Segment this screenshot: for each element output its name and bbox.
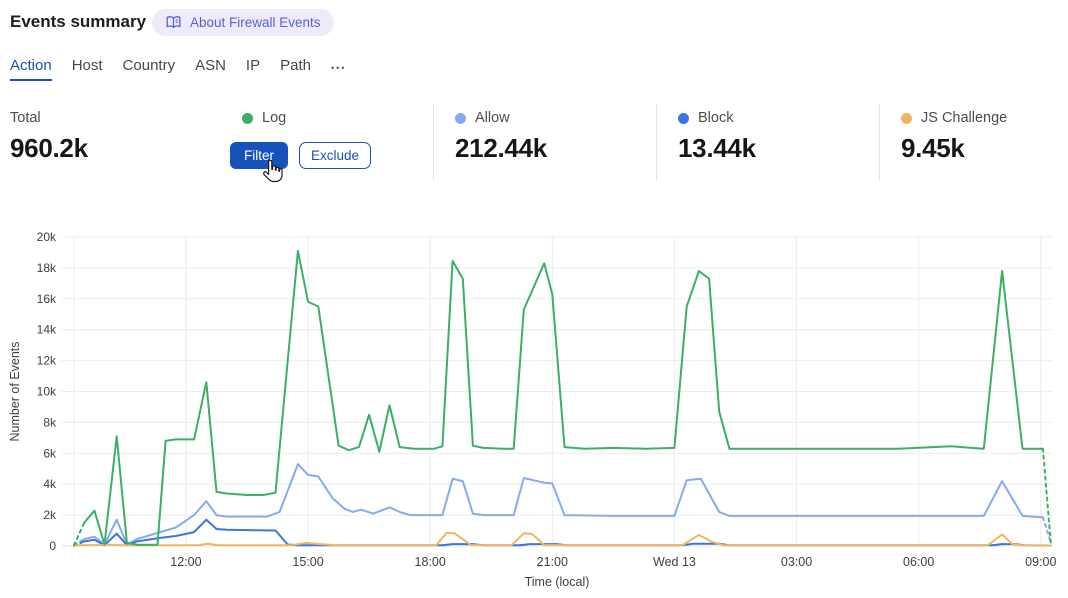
- tab-action[interactable]: Action: [10, 57, 52, 81]
- tab-host[interactable]: Host: [71, 57, 103, 74]
- series-line-log[interactable]: [83, 249, 1044, 546]
- x-tick-label: 09:00: [1025, 555, 1056, 569]
- page-title: Events summary: [10, 12, 147, 31]
- x-axis-title: Time (local): [525, 575, 590, 589]
- y-tick-label: 8k: [43, 415, 57, 429]
- total-label: Total: [10, 110, 41, 126]
- y-tick-label: 2k: [43, 508, 57, 522]
- log-legend-dot: [242, 112, 253, 124]
- stats-row: Total 960.2k Log Filter Exclude Allow 21…: [0, 103, 1068, 185]
- exclude-button[interactable]: Exclude: [299, 142, 372, 169]
- y-tick-label: 6k: [43, 446, 57, 460]
- x-tick-label: 06:00: [903, 555, 934, 569]
- y-tick-label: 12k: [37, 354, 57, 368]
- tab-path[interactable]: Path: [280, 57, 311, 74]
- about-badge-label: About Firewall Events: [190, 15, 321, 30]
- log-label: Log: [262, 110, 287, 126]
- y-axis-title: Number of Events: [8, 341, 22, 441]
- y-tick-label: 10k: [37, 385, 57, 399]
- y-tick-label: 14k: [37, 323, 57, 337]
- x-tick-label: 15:00: [292, 555, 323, 569]
- js-challenge-label: JS Challenge: [921, 110, 1008, 126]
- stat-log[interactable]: Log Filter Exclude: [230, 110, 372, 169]
- tabs-more-button[interactable]: •••: [330, 63, 347, 73]
- block-label: Block: [698, 110, 734, 126]
- stat-js-challenge[interactable]: JS Challenge 9.45k: [901, 110, 1007, 164]
- x-tick-label: 21:00: [537, 555, 568, 569]
- series-line-allow[interactable]: [83, 463, 1044, 546]
- stats-divider: [879, 104, 880, 180]
- book-icon: [166, 16, 181, 29]
- stat-total: Total 960.2k: [10, 110, 88, 164]
- allow-label: Allow: [475, 110, 510, 126]
- x-tick-label: 18:00: [415, 555, 446, 569]
- y-tick-label: 0: [49, 539, 56, 553]
- js-challenge-legend-dot: [901, 112, 912, 124]
- tab-asn[interactable]: ASN: [195, 57, 226, 74]
- tab-ip[interactable]: IP: [245, 57, 261, 74]
- series-line-js-challenge[interactable]: [73, 531, 1052, 547]
- x-tick-label: Wed 13: [653, 555, 696, 569]
- total-value: 960.2k: [10, 133, 88, 163]
- block-value: 13.44k: [678, 133, 756, 163]
- filter-button[interactable]: Filter: [230, 142, 288, 169]
- y-tick-label: 16k: [37, 292, 57, 306]
- x-tick-label: 03:00: [781, 555, 812, 569]
- x-tick-label: 12:00: [170, 555, 201, 569]
- series-dashed-segment-log: [1041, 447, 1052, 547]
- stats-divider: [433, 104, 434, 180]
- about-firewall-events-badge[interactable]: About Firewall Events: [152, 9, 334, 36]
- allow-value: 212.44k: [455, 133, 547, 163]
- series-dashed-segment-log: [73, 521, 86, 547]
- stats-divider: [656, 104, 657, 180]
- y-tick-label: 20k: [37, 230, 57, 244]
- summary-tabs: Action Host Country ASN IP Path •••: [10, 57, 346, 81]
- js-challenge-value: 9.45k: [901, 133, 965, 163]
- cursor-pointer-icon: [263, 160, 283, 183]
- stat-block[interactable]: Block 13.44k: [678, 110, 756, 164]
- series-line-block[interactable]: [83, 518, 1052, 547]
- allow-legend-dot: [455, 112, 466, 124]
- stat-allow[interactable]: Allow 212.44k: [455, 110, 547, 164]
- tab-country[interactable]: Country: [122, 57, 176, 74]
- series-dashed-segment-allow: [1041, 516, 1052, 544]
- y-tick-label: 4k: [43, 477, 57, 491]
- y-tick-label: 18k: [37, 261, 57, 275]
- block-legend-dot: [678, 112, 689, 124]
